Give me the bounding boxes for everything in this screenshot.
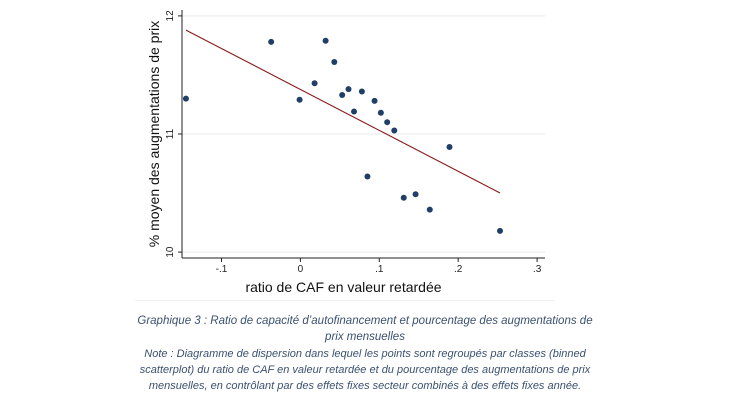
- data-point: [371, 97, 378, 104]
- data-point: [358, 88, 365, 95]
- grid-lines: [182, 15, 545, 253]
- data-point: [497, 227, 504, 234]
- data-point: [377, 109, 384, 116]
- data-point: [268, 38, 275, 45]
- caption-note: Note : Diagramme de dispersion dans lequ…: [139, 348, 591, 392]
- data-point: [311, 80, 318, 87]
- fit-line: [185, 29, 501, 194]
- data-point: [296, 96, 303, 103]
- fit-line-layer: [185, 29, 501, 194]
- x-axis-title: ratio de CAF en valeur retardée: [245, 279, 441, 295]
- data-point: [322, 37, 329, 44]
- chart-frame: -.1 0 .1 .2 .3 10 11 12 ratio de CAF en valeur r…: [135, 0, 555, 301]
- axes: [178, 10, 545, 262]
- data-point: [331, 58, 338, 65]
- x-tick-label: 0: [298, 264, 304, 275]
- x-tick-label: .1: [375, 264, 384, 275]
- data-point: [339, 92, 346, 99]
- data-point: [364, 173, 371, 180]
- data-point: [400, 194, 407, 201]
- x-tick-label: .2: [454, 264, 463, 275]
- data-point: [351, 108, 358, 115]
- data-points: [182, 37, 504, 234]
- y-tick-label: 12: [165, 10, 176, 22]
- data-point: [182, 95, 189, 102]
- data-point: [412, 191, 419, 198]
- data-point: [384, 119, 391, 126]
- figure-caption: Graphique 3 : Ratio de capacité d’autofi…: [130, 313, 600, 394]
- data-point: [391, 127, 398, 134]
- data-point: [345, 86, 352, 93]
- data-point: [426, 206, 433, 213]
- y-tick-label: 11: [165, 128, 176, 139]
- y-tick-label: 10: [165, 246, 176, 258]
- x-tick-label: .3: [533, 264, 542, 275]
- y-axis-title: % moyen des augmentations de prix: [146, 21, 162, 247]
- scatter-chart: -.1 0 .1 .2 .3 10 11 12 ratio de CAF en valeur r…: [146, 10, 545, 295]
- axis-labels: -.1 0 .1 .2 .3 10 11 12 ratio de CAF en valeur r…: [146, 10, 542, 295]
- x-tick-label: -.1: [216, 264, 228, 275]
- data-point: [446, 143, 453, 150]
- caption-title: Graphique 3 : Ratio de capacité d’autofi…: [137, 315, 593, 343]
